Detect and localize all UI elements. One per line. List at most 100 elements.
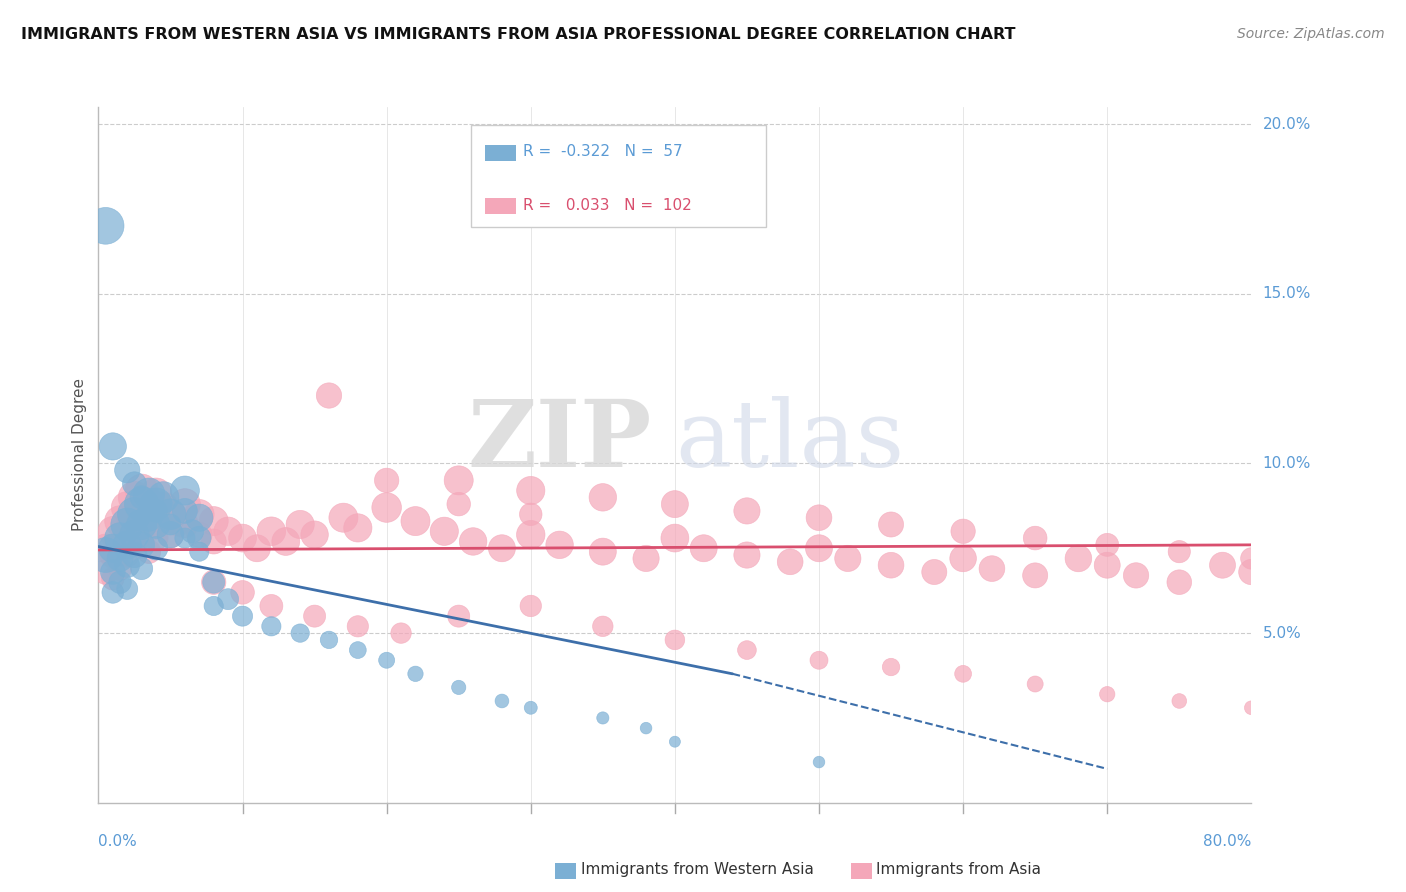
Point [145,531,167,545]
Point [520,483,543,498]
Point [108,561,131,575]
Point [520,527,543,541]
Text: R =  -0.322   N =  57: R = -0.322 N = 57 [523,145,683,159]
Point [117,500,138,515]
Point [159,508,181,522]
Point [131,497,153,511]
Point [735,504,758,518]
Point [131,483,153,498]
Point [1168,575,1191,590]
Point [636,551,658,566]
Point [159,508,181,522]
Point [433,524,456,539]
Point [145,541,167,556]
Point [1024,677,1046,691]
Point [304,527,326,541]
Point [202,575,225,590]
Point [664,632,686,647]
Point [202,514,225,528]
Point [260,599,283,613]
Point [124,538,146,552]
Point [880,517,903,532]
Text: Source: ZipAtlas.com: Source: ZipAtlas.com [1237,27,1385,41]
Point [346,619,368,633]
Point [159,527,181,541]
Text: 0.0%: 0.0% [98,834,138,849]
Point [101,541,124,556]
Point [405,666,427,681]
Point [636,721,658,735]
Point [735,643,758,657]
Point [124,548,146,562]
Point [981,561,1004,575]
Point [389,626,412,640]
Point [152,500,174,515]
Text: 10.0%: 10.0% [1263,456,1310,471]
Point [138,521,160,535]
Point [1168,544,1191,558]
Point [274,534,297,549]
Point [108,538,131,552]
Point [202,534,225,549]
Point [592,711,614,725]
Point [174,483,197,498]
Point [231,585,254,599]
Point [117,538,138,552]
Point [1024,531,1046,545]
Point [693,541,716,556]
Point [548,538,571,552]
Point [174,504,197,518]
Point [520,700,543,714]
Point [807,653,830,667]
Point [952,551,974,566]
Point [231,609,254,624]
Point [101,572,124,586]
Point [290,626,312,640]
Point [117,582,138,596]
Text: 80.0%: 80.0% [1204,834,1251,849]
Point [174,517,197,532]
Point [1067,551,1090,566]
Point [101,548,124,562]
Point [124,491,146,505]
Point [181,524,204,539]
Point [117,463,138,477]
Text: atlas: atlas [675,396,904,486]
Point [592,491,614,505]
Point [188,544,211,558]
Point [260,524,283,539]
Point [117,548,138,562]
Point [117,558,138,573]
Point [131,527,153,541]
Point [807,541,830,556]
Point [94,565,117,579]
Point [131,517,153,532]
Point [346,643,368,657]
Point [131,508,153,522]
Point [447,609,470,624]
Point [664,531,686,545]
Point [108,531,131,545]
Text: IMMIGRANTS FROM WESTERN ASIA VS IMMIGRANTS FROM ASIA PROFESSIONAL DEGREE CORRELA: IMMIGRANTS FROM WESTERN ASIA VS IMMIGRAN… [21,27,1015,42]
Point [592,544,614,558]
Point [101,585,124,599]
Point [880,660,903,674]
Point [145,504,167,518]
Point [188,531,211,545]
Point [1168,694,1191,708]
Point [202,575,225,590]
Point [145,510,167,524]
Y-axis label: Professional Degree: Professional Degree [72,378,87,532]
Point [145,487,167,501]
Text: 5.0%: 5.0% [1263,625,1301,640]
Text: 20.0%: 20.0% [1263,117,1310,131]
Text: 15.0%: 15.0% [1263,286,1310,301]
Point [1125,568,1147,582]
Point [1240,700,1263,714]
Point [1097,687,1119,701]
Point [108,551,131,566]
Point [231,531,254,545]
Point [166,514,188,528]
Point [124,514,146,528]
Point [1097,538,1119,552]
